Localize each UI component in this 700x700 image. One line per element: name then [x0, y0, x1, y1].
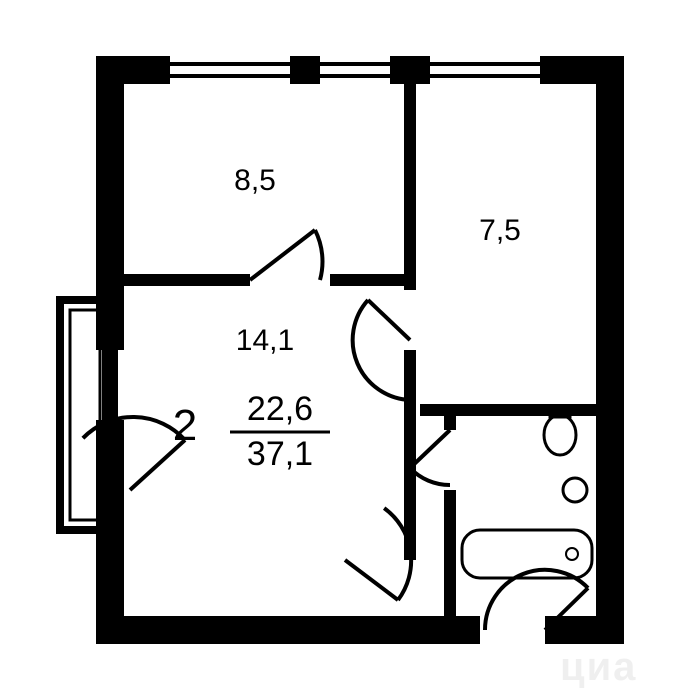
watermark: циа [560, 645, 637, 689]
label-room-count: 2 [173, 401, 197, 450]
label-room-a: 8,5 [234, 164, 276, 197]
label-living: 14,1 [236, 324, 294, 357]
label-area-living: 22,6 [247, 390, 313, 428]
label-area-total: 37,1 [247, 435, 313, 473]
floor-plan: 8,5 7,5 14,1 2 22,6 37,1 циа [0, 0, 700, 700]
sink-icon [563, 478, 587, 502]
label-kitchen: 7,5 [479, 214, 521, 247]
toilet-icon [544, 415, 576, 455]
